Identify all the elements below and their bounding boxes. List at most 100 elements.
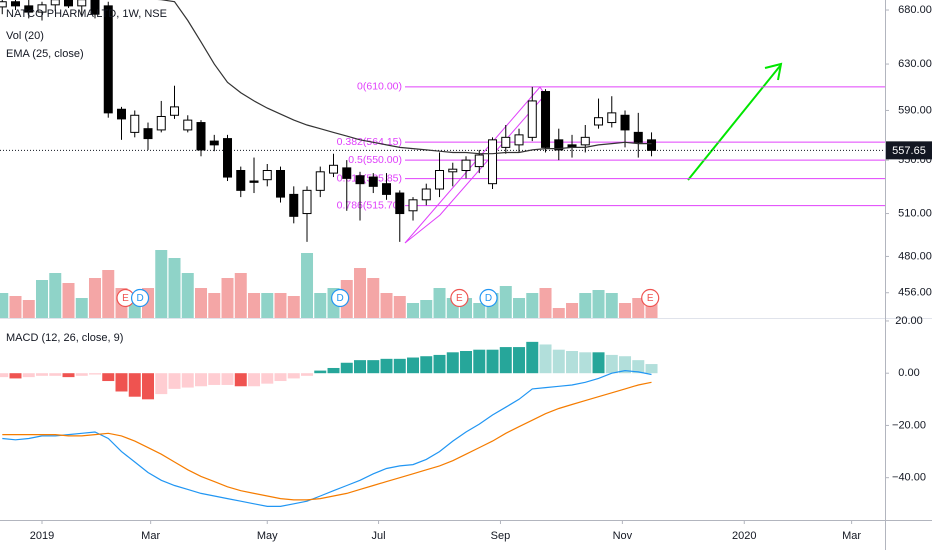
volume-bar bbox=[248, 293, 261, 318]
x-tick-label: Mar bbox=[842, 530, 861, 542]
histogram-bar bbox=[327, 367, 340, 374]
x-tick-label: Mar bbox=[141, 530, 160, 542]
ema-legend: EMA (25, close) bbox=[6, 48, 84, 60]
y-tick-label: −20.00 bbox=[892, 419, 926, 431]
histogram-bar bbox=[234, 373, 247, 387]
volume-bar bbox=[473, 303, 486, 318]
event-label: E bbox=[647, 293, 654, 304]
histogram-bar bbox=[89, 373, 102, 375]
event-label: E bbox=[122, 293, 129, 304]
candle-body bbox=[633, 131, 643, 143]
fib-label: 0.5(550.00) bbox=[348, 154, 402, 166]
histogram-bar bbox=[115, 373, 128, 392]
fib-label: 0(610.00) bbox=[357, 81, 402, 93]
histogram-bar bbox=[9, 373, 22, 379]
candle-body bbox=[196, 122, 206, 151]
volume-bar bbox=[513, 298, 526, 318]
histogram-bar bbox=[539, 344, 552, 374]
y-tick-label: 630.00 bbox=[898, 58, 932, 70]
volume-bar bbox=[393, 296, 406, 318]
volume-bar bbox=[499, 286, 512, 318]
volume-bar bbox=[181, 273, 194, 318]
x-tick-label: May bbox=[257, 530, 278, 542]
y-tick-label: 0.00 bbox=[898, 367, 919, 379]
volume-bar bbox=[619, 303, 632, 318]
candle-body bbox=[117, 108, 127, 120]
volume-bar bbox=[552, 308, 565, 318]
histogram-bar bbox=[155, 373, 168, 395]
macd-line bbox=[2, 381, 652, 501]
candle-body bbox=[0, 1, 7, 8]
candle-body bbox=[461, 159, 471, 171]
candle-body bbox=[236, 169, 246, 191]
histogram-bar bbox=[208, 373, 221, 385]
volume-bar bbox=[526, 293, 539, 318]
histogram-bar bbox=[645, 364, 658, 374]
candle-body bbox=[90, 0, 100, 15]
volume-bar bbox=[433, 288, 446, 318]
candle-body bbox=[289, 193, 299, 217]
volume-bar bbox=[314, 293, 327, 318]
histogram-bar bbox=[195, 373, 208, 387]
histogram-bar bbox=[473, 349, 486, 374]
histogram-bar bbox=[486, 349, 499, 374]
candle-body bbox=[143, 128, 153, 140]
candle-body bbox=[262, 169, 272, 181]
event-label: E bbox=[456, 293, 463, 304]
histogram-bar bbox=[261, 373, 274, 384]
candle-body bbox=[103, 5, 113, 114]
volume-bar bbox=[579, 293, 592, 318]
y-tick-label: 510.00 bbox=[898, 207, 932, 219]
y-tick-label: 456.00 bbox=[898, 287, 932, 299]
volume-bar bbox=[168, 258, 181, 318]
histogram-bar bbox=[433, 354, 446, 374]
y-tick-label: 480.00 bbox=[898, 250, 932, 262]
candle-body bbox=[488, 139, 498, 185]
last-price-box bbox=[886, 141, 932, 160]
volume-bar bbox=[49, 273, 62, 318]
histogram-bar bbox=[248, 373, 261, 387]
candle-body bbox=[527, 100, 537, 138]
fib-label: 0.786(515.70) bbox=[337, 199, 402, 211]
candle-body bbox=[435, 169, 445, 190]
histogram-bar bbox=[420, 356, 433, 374]
event-label: D bbox=[337, 293, 344, 304]
volume-bar bbox=[221, 278, 234, 318]
candle-body bbox=[474, 154, 484, 168]
histogram-bar bbox=[380, 358, 393, 374]
candle-body bbox=[64, 0, 74, 7]
candle-body bbox=[156, 115, 166, 131]
histogram-bar bbox=[526, 341, 539, 374]
volume-bar bbox=[632, 298, 645, 318]
x-tick-label: Nov bbox=[613, 530, 633, 542]
volume-bar bbox=[102, 270, 115, 318]
candle-body bbox=[355, 175, 365, 185]
volume-bar bbox=[539, 288, 552, 318]
histogram-bar bbox=[62, 373, 75, 378]
candle-body bbox=[514, 134, 524, 146]
volume-bar bbox=[420, 300, 433, 318]
histogram-bar bbox=[407, 357, 420, 374]
histogram-bar bbox=[605, 354, 618, 374]
candle-body bbox=[209, 140, 219, 146]
y-tick-label: 590.00 bbox=[898, 104, 932, 116]
event-marker bbox=[479, 288, 498, 308]
histogram-bar bbox=[75, 373, 88, 376]
histogram-bar bbox=[0, 373, 9, 378]
volume-bar bbox=[89, 278, 102, 318]
candle-body bbox=[541, 91, 551, 148]
histogram-bar bbox=[221, 373, 234, 385]
volume-bar bbox=[62, 283, 75, 318]
x-tick-label: Jul bbox=[372, 530, 386, 542]
candle-body bbox=[594, 117, 604, 126]
candle-body bbox=[11, 1, 21, 7]
histogram-bar bbox=[592, 352, 605, 374]
volume-bar bbox=[274, 293, 287, 318]
histogram-bar bbox=[552, 349, 565, 374]
candle-body bbox=[329, 164, 339, 174]
histogram-bar bbox=[128, 373, 141, 397]
histogram-bar bbox=[513, 347, 526, 374]
event-marker bbox=[450, 288, 469, 308]
